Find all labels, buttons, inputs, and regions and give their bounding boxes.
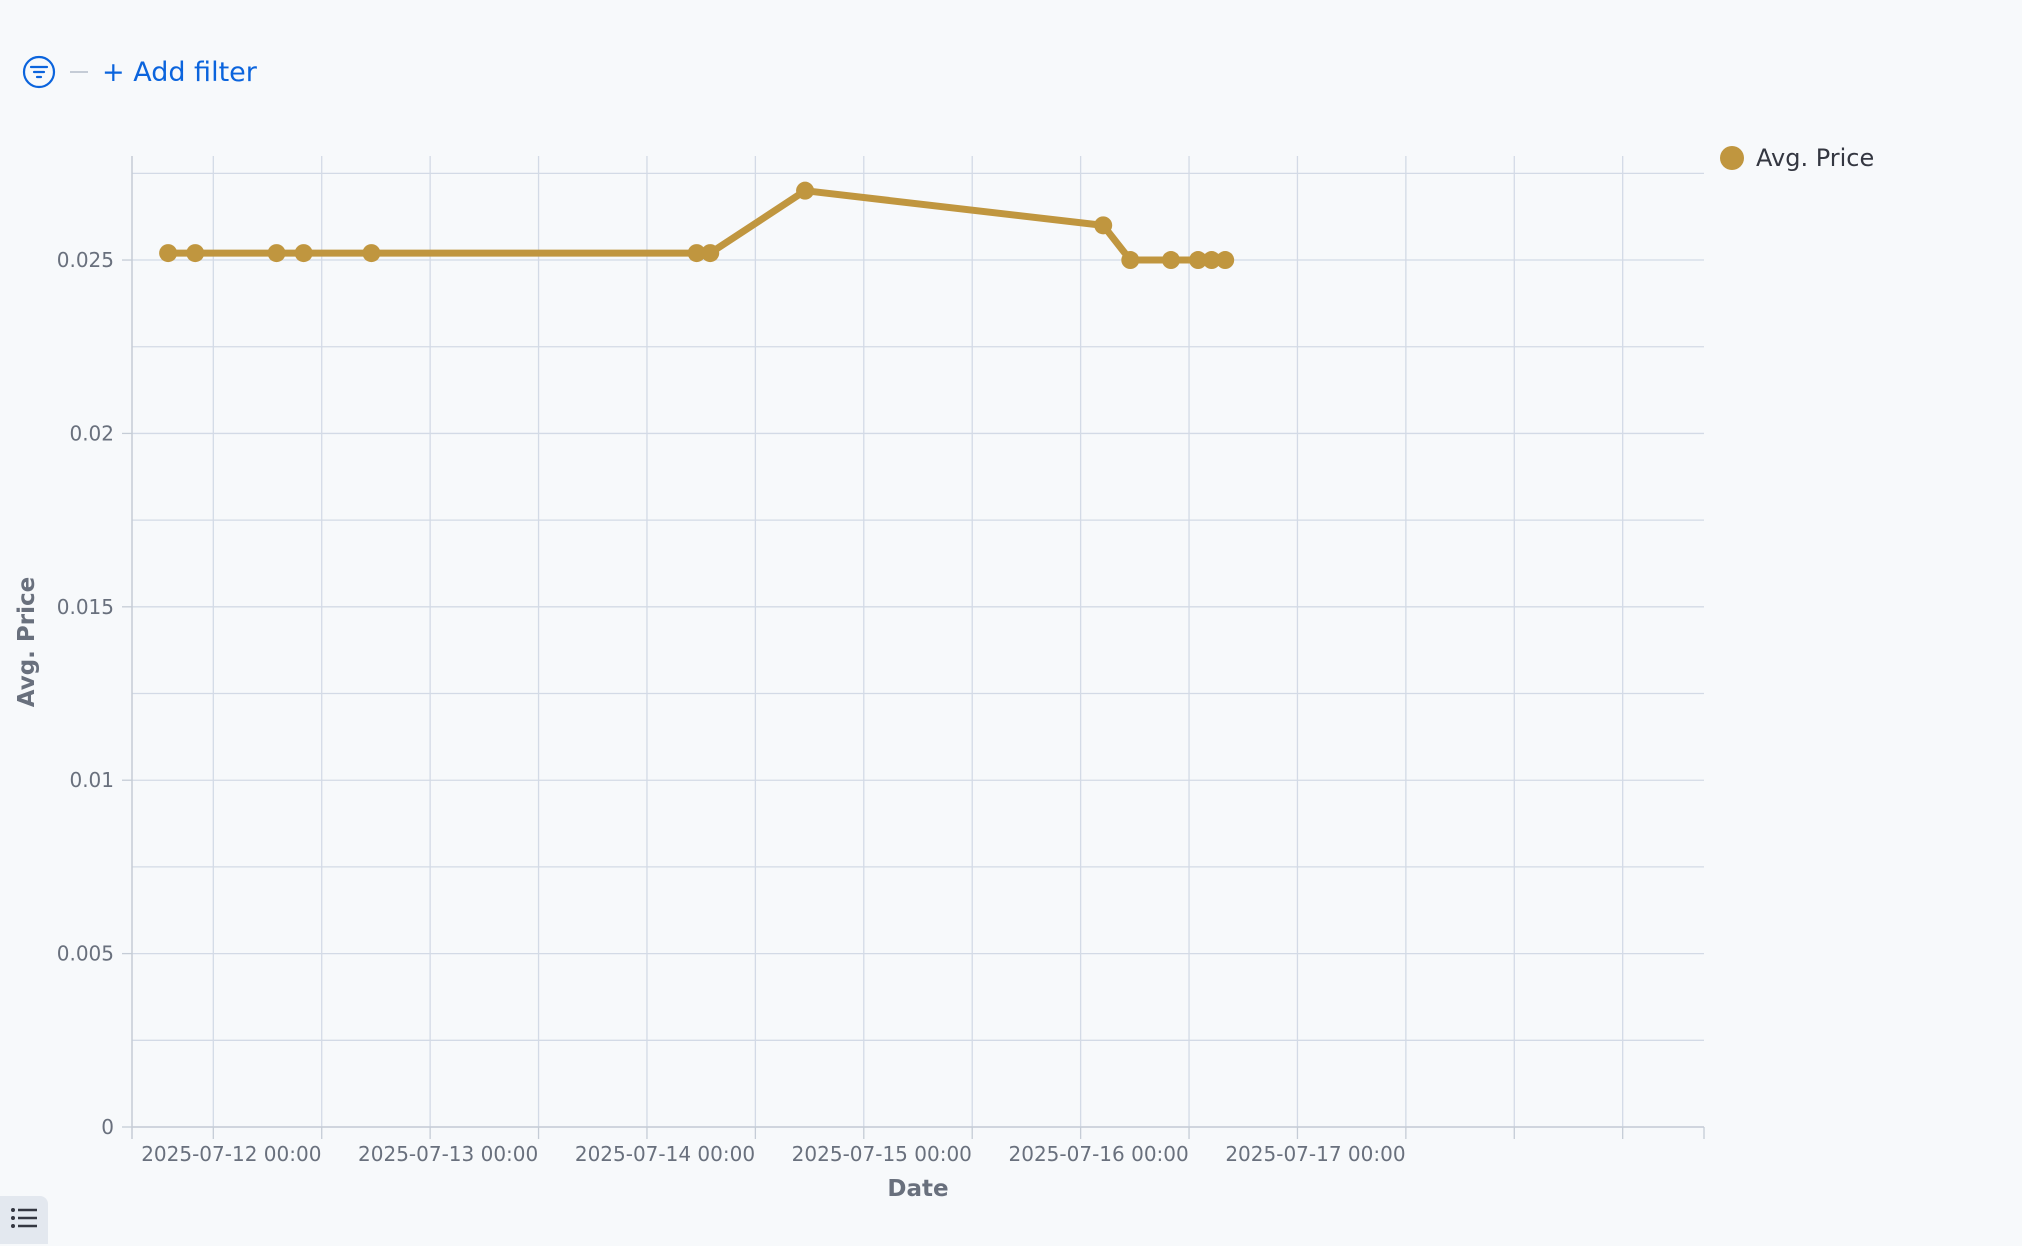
- y-axis-tick-label: 0.02: [69, 421, 114, 445]
- y-axis-tick-label: 0.005: [57, 942, 114, 966]
- filter-icon[interactable]: [22, 55, 56, 89]
- data-point: [1094, 216, 1113, 235]
- add-filter-button[interactable]: + Add filter: [102, 56, 257, 88]
- data-point: [294, 244, 313, 263]
- chart-series: [159, 181, 1235, 270]
- data-point: [1161, 251, 1180, 270]
- x-axis-tick-label: 2025-07-16 00:00: [1009, 1142, 1189, 1166]
- x-axis-tick-label: 2025-07-12 00:00: [141, 1142, 321, 1166]
- list-icon: [10, 1207, 38, 1233]
- data-point: [1121, 251, 1140, 270]
- data-point: [1189, 251, 1208, 270]
- x-axis-tick-label: 2025-07-13 00:00: [358, 1142, 538, 1166]
- y-axis-tick-label: 0.015: [57, 595, 114, 619]
- x-axis-title: Date: [887, 1176, 948, 1202]
- legend-swatch: [1720, 146, 1744, 170]
- legend-toggle-button[interactable]: [0, 1196, 48, 1244]
- data-point: [159, 244, 178, 263]
- chart-axes: 0 0.005 0.01 0.015 0.02 0.025 2025-07-12 00:00…: [57, 156, 1705, 1166]
- filter-separator: [70, 71, 88, 73]
- data-point: [701, 244, 720, 263]
- legend-item-avg-price[interactable]: Avg. Price: [1720, 144, 1874, 172]
- data-point: [796, 181, 815, 200]
- x-axis-tick-label: 2025-07-14 00:00: [575, 1142, 755, 1166]
- y-axis-tick-label: 0: [101, 1115, 114, 1139]
- legend-label: Avg. Price: [1756, 144, 1875, 172]
- x-axis-tick-label: 2025-07-17 00:00: [1225, 1142, 1405, 1166]
- filter-bar: + Add filter: [22, 52, 257, 92]
- y-axis-title: Avg. Price: [14, 577, 40, 708]
- y-axis-tick-label: 0.025: [57, 248, 114, 272]
- chart-grid: [132, 156, 1704, 1128]
- data-point: [267, 244, 286, 263]
- data-point: [362, 244, 381, 263]
- data-point: [1216, 251, 1235, 270]
- y-axis-tick-label: 0.01: [69, 768, 114, 792]
- data-point: [687, 244, 706, 263]
- data-point: [186, 244, 205, 263]
- x-axis-tick-label: 2025-07-15 00:00: [792, 1142, 972, 1166]
- data-point: [1202, 251, 1221, 270]
